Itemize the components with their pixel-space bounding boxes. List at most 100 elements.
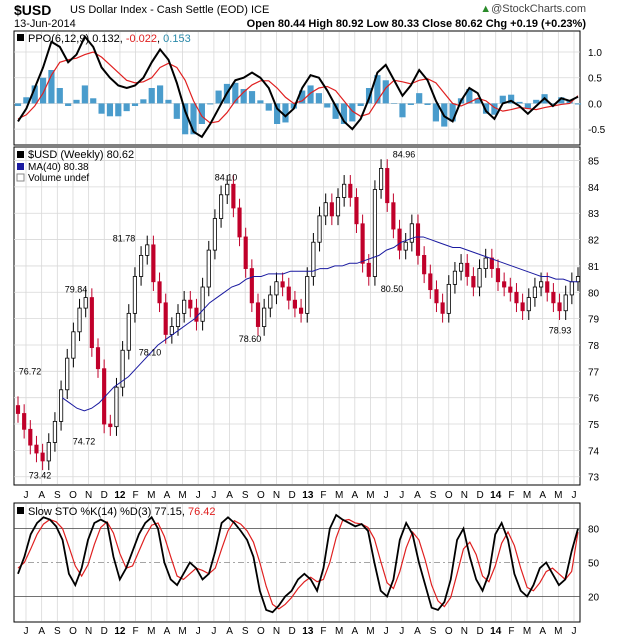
price-candle [237, 207, 242, 238]
x-axis-month-label: M [366, 490, 374, 501]
x-axis-month-label: A [539, 626, 546, 637]
x-axis-month-label: O [445, 490, 453, 501]
x-axis-month-label: O [69, 626, 77, 637]
x-axis-month-label: J [24, 490, 29, 501]
x-axis-labels-bottom: J A S O N D 12 F M A M J J A S O N D 13 F M A M J J A S O N D 14 F M A M J [24, 626, 577, 637]
price-y-tick-label: 83 [588, 209, 600, 220]
ppo-histogram-bar [165, 99, 172, 104]
price-candle [342, 183, 347, 198]
price-candle [354, 197, 359, 225]
price-annotation-label: 81.78 [113, 233, 136, 243]
ppo-histogram-bar [232, 82, 239, 104]
price-annotation-label: 73.42 [29, 471, 52, 481]
x-axis-month-label: N [85, 626, 92, 637]
price-candle [219, 194, 224, 219]
x-axis-month-label: N [461, 490, 468, 501]
price-annotation-label: 78.60 [239, 334, 262, 344]
ppo-histogram-bar [315, 93, 322, 104]
ppo-legend-value2: 0.153 [163, 33, 191, 45]
ppo-histogram-bar [173, 103, 180, 119]
x-axis-month-label: M [335, 490, 343, 501]
price-candle [545, 281, 550, 293]
x-axis-month-label: J [211, 490, 216, 501]
x-axis-month-label: S [242, 626, 249, 637]
price-candle [434, 289, 439, 304]
price-candle [182, 299, 187, 314]
ppo-histogram-bar [123, 103, 130, 112]
ppo-histogram-bar [282, 103, 289, 123]
price-annotation-label: 84.10 [215, 172, 238, 182]
x-axis-month-label: J [399, 490, 404, 501]
price-candle [212, 218, 217, 251]
price-candle [157, 281, 162, 304]
x-axis-month-label: J [384, 490, 389, 501]
price-candle [397, 228, 402, 251]
ppo-y-tick-label: -0.5 [588, 125, 606, 136]
ppo-histogram-bar [148, 88, 155, 104]
ppo-histogram-bar [14, 103, 22, 106]
ppo-histogram-bar [215, 90, 222, 104]
ppo-histogram-bar [374, 75, 381, 104]
ppo-histogram-bar [357, 103, 364, 106]
ppo-histogram-bar [558, 97, 565, 104]
price-candle [557, 302, 562, 312]
price-y-tick-label: 77 [588, 367, 600, 378]
price-candle [249, 268, 254, 304]
x-axis-month-label: O [445, 626, 453, 637]
ppo-panel-frame [13, 30, 581, 146]
symbol-label: $USD [14, 2, 52, 18]
x-axis-month-label: A [38, 626, 45, 637]
ppo-histogram-bar [140, 99, 147, 104]
ppo-legend: PPO(6,12,9) 0.132, -0.022, 0.153 [17, 33, 191, 45]
price-candle [329, 202, 334, 217]
ppo-histogram-bar [432, 103, 439, 122]
svg-text:PPO(6,12,9) 0.132, -0.022, 0.1: PPO(6,12,9) 0.132, -0.022, 0.153 [28, 33, 191, 45]
ppo-histogram-bar [23, 97, 30, 104]
ppo-histogram-bar [56, 88, 63, 104]
stockcharts-logo-icon: ▲ [480, 3, 492, 15]
ppo-histogram-bar [416, 93, 423, 104]
x-axis-month-label: F [508, 626, 514, 637]
ppo-histogram-bar [340, 103, 348, 124]
price-candle [194, 307, 199, 322]
price-y-tick-label: 80 [588, 288, 600, 299]
price-candle [452, 270, 457, 285]
x-axis-month-label: A [351, 626, 358, 637]
ppo-histogram-bar [48, 70, 55, 104]
x-axis-month-label: S [430, 626, 437, 637]
ppo-histogram-bar [106, 103, 114, 117]
x-axis-month-label: S [242, 490, 249, 501]
price-candle [446, 283, 451, 314]
ppo-histogram-bar [391, 103, 398, 104]
price-candle [335, 197, 341, 217]
price-candle [520, 302, 525, 312]
price-candle [409, 223, 414, 243]
sto-legend-swatch [17, 507, 24, 514]
ppo-histogram-bar [566, 100, 573, 104]
ppo-histogram-bar [349, 103, 356, 122]
x-axis-month-label: J [211, 626, 216, 637]
ppo-histogram-bar [65, 103, 72, 106]
price-legend-title: $USD (Weekly) 80.62 [28, 149, 134, 161]
ppo-histogram-bar [491, 103, 498, 115]
price-candle [471, 276, 476, 288]
ppo-histogram-bar [424, 103, 431, 105]
x-axis-month-label: M [178, 626, 186, 637]
x-axis-month-label: N [461, 626, 468, 637]
price-candle [83, 297, 88, 309]
price-candle [28, 428, 33, 446]
brand-label[interactable]: ▲@StockCharts.com [480, 3, 586, 15]
price-candle [551, 291, 556, 304]
sto-y-tick-label: 50 [588, 559, 600, 570]
ppo-line [17, 34, 579, 139]
x-axis-month-label: F [320, 626, 326, 637]
ppo-histogram-bar [240, 89, 247, 104]
x-axis-month-label: A [226, 490, 233, 501]
x-axis-month-label: D [476, 490, 483, 501]
price-candle [366, 262, 371, 277]
ppo-histogram-bar [73, 99, 80, 104]
ppo-grid [14, 32, 580, 144]
ppo-histogram-bar [198, 103, 205, 124]
price-candle [262, 307, 267, 327]
brand-text: @StockCharts.com [491, 3, 586, 15]
